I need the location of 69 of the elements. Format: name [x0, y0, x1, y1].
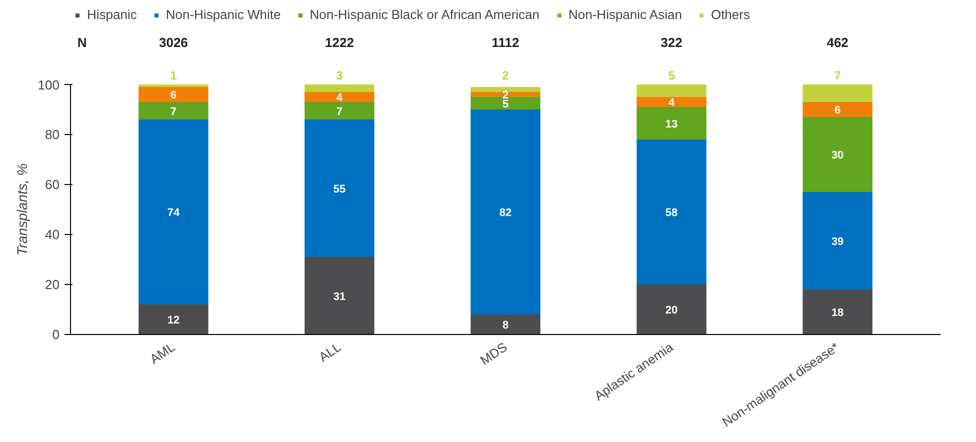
- data-label: 6: [170, 90, 177, 102]
- data-label: 74: [167, 207, 180, 219]
- bar: [138, 120, 208, 304]
- bar: [304, 120, 374, 257]
- data-label: 39: [831, 236, 844, 248]
- data-label: 4: [336, 92, 344, 104]
- legend-label: Non-Hispanic Asian: [568, 7, 682, 22]
- bar: [636, 97, 706, 107]
- data-label: 3: [336, 68, 344, 82]
- bar: [636, 84, 706, 97]
- text: 322: [660, 35, 682, 50]
- data-label: 13: [665, 118, 678, 130]
- bar: [304, 257, 374, 334]
- text: 462: [826, 35, 848, 50]
- bar: [304, 102, 374, 120]
- bar: [470, 97, 540, 110]
- legend-label: Hispanic: [87, 7, 137, 22]
- y-tick-label: 80: [45, 127, 60, 142]
- y-tick-label: 20: [45, 277, 60, 292]
- bar: [470, 110, 540, 314]
- data-label: 18: [831, 307, 844, 319]
- data-label: 4: [668, 97, 676, 109]
- text: 3026: [158, 35, 188, 50]
- bar: [636, 140, 706, 284]
- data-label: 7: [336, 106, 343, 118]
- data-label: 7: [170, 106, 177, 118]
- data-label: 58: [665, 207, 678, 219]
- bar: [802, 192, 872, 290]
- y-tick-label: 60: [45, 177, 60, 192]
- bar: [802, 84, 872, 102]
- bar: [138, 102, 208, 120]
- data-label: 55: [333, 183, 346, 196]
- bar: [636, 284, 706, 334]
- bar: [304, 84, 374, 92]
- data-label: 20: [665, 304, 678, 316]
- bar: [138, 87, 208, 102]
- x-tick-label: MDS: [477, 339, 510, 368]
- data-label: 1: [170, 68, 178, 82]
- data-label: 8: [502, 320, 509, 332]
- x-tick-label: ALL: [316, 339, 344, 365]
- y-tick-label: 100: [38, 78, 60, 92]
- bar: [470, 314, 540, 334]
- text: N: [77, 35, 87, 50]
- data-label: 5: [502, 98, 509, 110]
- bar: [138, 304, 208, 334]
- text: 1222: [325, 35, 354, 50]
- data-label: 31: [333, 290, 346, 303]
- data-label: 7: [834, 68, 842, 82]
- x-tick-label: AML: [147, 339, 178, 367]
- bar: [470, 92, 540, 97]
- data-label: 5: [668, 68, 676, 82]
- data-label: 82: [499, 207, 512, 219]
- bar: [304, 92, 374, 102]
- bar: [802, 117, 872, 192]
- bar: [802, 290, 872, 334]
- data-label: 30: [831, 150, 844, 162]
- y-tick-label: 0: [52, 327, 60, 342]
- y-tick-label: 40: [45, 227, 60, 242]
- text: 1112: [492, 35, 520, 50]
- data-label: 2: [502, 68, 510, 82]
- legend-label: Others: [710, 7, 750, 22]
- data-label: 12: [167, 314, 180, 326]
- bar: [636, 107, 706, 140]
- y-axis-title: Transplants, %: [14, 163, 30, 256]
- legend-label: Non-Hispanic White: [166, 7, 281, 22]
- data-label: 6: [834, 104, 841, 116]
- bar: [470, 87, 540, 92]
- legend-label: Non-Hispanic Black or African American: [310, 7, 540, 22]
- bar: [802, 102, 872, 117]
